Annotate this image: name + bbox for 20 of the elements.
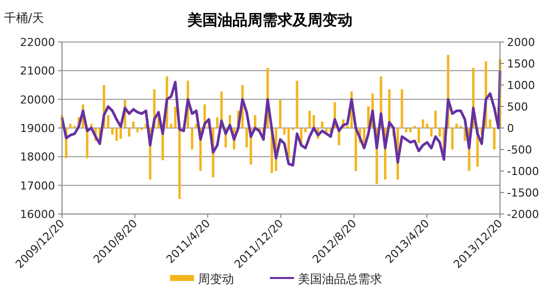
legend-label: 周变动 <box>198 272 234 286</box>
y-axis-title: 千桶/天 <box>4 11 44 25</box>
y-tick-label: 18000 <box>20 150 55 164</box>
y2-tick-label: 2000 <box>507 36 535 49</box>
chart-title: 美国油品周需求及周变动 <box>186 11 352 29</box>
y-tick-label: 20000 <box>20 93 55 106</box>
y2-tick-label: 1000 <box>507 79 535 92</box>
y-tick-label: 22000 <box>20 36 55 49</box>
y-tick-label: 19000 <box>20 122 55 135</box>
y2-tick-label: 500 <box>507 100 528 114</box>
y-tick-label: 17000 <box>20 179 55 192</box>
y2-tick-label: -1500 <box>507 186 539 200</box>
legend-label: 美国油品总需求 <box>298 272 382 286</box>
y2-tick-label: 0 <box>507 122 514 135</box>
y2-tick-label: -1000 <box>507 165 539 178</box>
y2-tick-label: 1500 <box>507 58 535 70</box>
y-tick-label: 21000 <box>20 64 55 78</box>
y2-tick-label: -2000 <box>507 208 539 221</box>
y2-tick-label: -500 <box>507 144 532 156</box>
y-tick-label: 16000 <box>20 208 55 221</box>
